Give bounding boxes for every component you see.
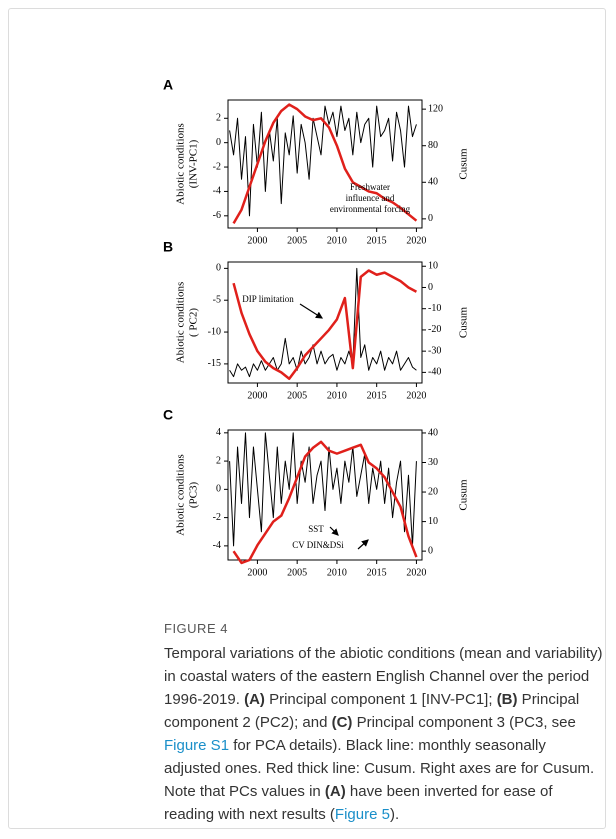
y-tick-label: -15 — [208, 358, 221, 369]
y2-tick-label: 0 — [428, 282, 433, 293]
x-tick-label: 2015 — [367, 567, 387, 578]
annotation: influence and — [346, 193, 395, 203]
x-tick-label: 2010 — [327, 235, 347, 246]
panel-label: A — [163, 77, 173, 93]
caption-link[interactable]: Figure S1 — [164, 737, 230, 754]
y-tick-label: 2 — [216, 455, 221, 466]
caption-text: ). — [389, 806, 400, 823]
caption-text: Principal component 2 (PC2); and — [164, 691, 580, 731]
y-tick-label: -4 — [213, 186, 221, 197]
y-axis-label: (INV-PC1) — [188, 139, 200, 188]
plot-frame — [227, 429, 423, 561]
caption: Temporal variations of the abiotic condi… — [164, 642, 604, 826]
cusum-line — [232, 269, 418, 380]
y-tick-label: 2 — [216, 113, 221, 124]
y-axis-label: Abiotic conditions — [175, 454, 187, 536]
y-tick-label: 0 — [216, 263, 221, 274]
x-tick-label: 2020 — [406, 235, 426, 246]
y-tick-label: -5 — [213, 295, 221, 306]
y2-tick-label: 20 — [428, 486, 438, 497]
y-axis-label: Abiotic conditions — [175, 282, 187, 364]
y2-tick-label: 30 — [428, 457, 438, 468]
plot-frame — [227, 261, 423, 384]
x-tick-label: 2005 — [287, 235, 307, 246]
x-tick-label: 2000 — [247, 390, 267, 401]
cusum-line — [232, 440, 418, 565]
caption-bold: (A) — [324, 783, 346, 800]
x-tick-label: 2010 — [327, 567, 347, 578]
y-tick-label: -10 — [208, 326, 221, 337]
y2-tick-label: -20 — [428, 324, 441, 335]
panel-label: C — [163, 407, 173, 423]
annotation: DIP limitation — [242, 294, 294, 304]
x-tick-label: 2005 — [287, 390, 307, 401]
x-tick-label: 2015 — [367, 390, 387, 401]
annotation: CV DIN&DSi — [292, 540, 344, 550]
annotation-arrow — [357, 539, 369, 550]
y2-tick-label: -30 — [428, 345, 441, 356]
y-axis-label: (PC3) — [188, 482, 200, 509]
y2-tick-label: 80 — [428, 140, 438, 151]
monthly-line — [229, 105, 417, 217]
x-tick-label: 2020 — [406, 567, 426, 578]
y2-tick-label: 40 — [428, 427, 438, 438]
plot-frame — [227, 99, 423, 229]
annotation: SST — [308, 524, 324, 534]
y-tick-label: 0 — [216, 137, 221, 148]
figure-label: FIGURE 4 — [164, 621, 228, 636]
cusum-line — [232, 103, 418, 225]
y-tick-label: -2 — [213, 161, 221, 172]
caption-text: have been inverted for ease of reading w… — [164, 783, 553, 823]
y2-axis-label: Cusum — [458, 306, 470, 338]
caption-bold: (A) — [244, 691, 265, 708]
x-tick-label: 2010 — [327, 390, 347, 401]
caption-link[interactable]: Figure 5 — [334, 806, 390, 823]
y-tick-label: 4 — [216, 427, 221, 438]
y-tick-label: -6 — [213, 210, 221, 221]
y2-tick-label: 10 — [428, 516, 438, 527]
caption-text: Principal component 1 [INV-PC1]; — [264, 691, 497, 708]
y-tick-label: -4 — [213, 540, 221, 551]
annotation-arrow — [299, 303, 324, 319]
annotation: Freshwater — [350, 182, 390, 192]
y2-tick-label: 0 — [428, 213, 433, 224]
y2-tick-label: 40 — [428, 177, 438, 188]
annotation-arrow — [329, 526, 339, 536]
figure-card — [8, 8, 606, 829]
y-tick-label: 0 — [216, 484, 221, 495]
y-axis-label: Abiotic conditions — [175, 123, 187, 205]
y2-tick-label: 10 — [428, 261, 438, 272]
x-tick-label: 2020 — [406, 390, 426, 401]
y2-axis-label: Cusum — [458, 479, 470, 511]
x-tick-label: 2015 — [367, 235, 387, 246]
caption-text: Temporal variations of the abiotic condi… — [164, 645, 603, 708]
y2-tick-label: -40 — [428, 367, 441, 378]
caption-bold: (B) — [496, 691, 518, 708]
panel-label: B — [163, 239, 173, 255]
y2-tick-label: 0 — [428, 545, 433, 556]
x-tick-label: 2005 — [287, 567, 307, 578]
monthly-line — [229, 432, 417, 547]
y-tick-label: -2 — [213, 512, 221, 523]
caption-bold: (C) — [331, 714, 353, 731]
y-axis-label: ( PC2) — [188, 308, 200, 337]
y2-tick-label: -10 — [428, 303, 441, 314]
caption-text: Principal component 3 (PC3, see — [352, 714, 576, 731]
x-tick-label: 2000 — [247, 235, 267, 246]
y2-tick-label: 120 — [428, 103, 443, 114]
y2-axis-label: Cusum — [458, 148, 470, 180]
monthly-line — [229, 267, 417, 378]
x-tick-label: 2000 — [247, 567, 267, 578]
annotation: environmental forcing — [330, 204, 411, 214]
caption-text: for PCA details). Black line: monthly se… — [164, 737, 595, 800]
